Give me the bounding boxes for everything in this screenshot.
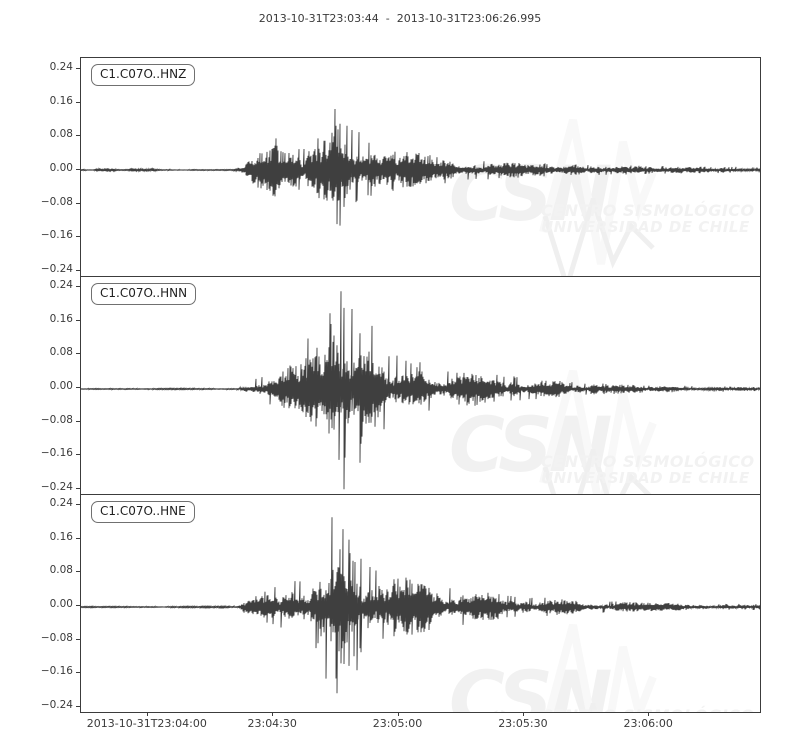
trace-id-label: C1.C07O..HNE [91,501,195,523]
x-tick-label: 23:05:30 [498,717,548,730]
y-tick-label: 0.24 [49,61,73,73]
y-tick-label: −0.08 [40,414,73,426]
y-tick-label: 0.16 [49,531,73,543]
x-tick-label: 23:04:30 [247,717,297,730]
y-tick-mark [76,672,80,673]
y-tick-mark [76,605,80,606]
y-tick-label: 0.08 [49,128,73,140]
x-tick-mark [272,712,274,716]
y-tick-mark [76,286,80,287]
y-tick-label: −0.24 [40,263,73,275]
y-tick-label: 0.08 [49,564,73,576]
x-tick-label: 23:06:00 [623,717,673,730]
y-tick-mark [76,135,80,136]
y-tick-mark [76,320,80,321]
y-tick-label: 0.00 [49,598,73,610]
y-tick-label: 0.16 [49,95,73,107]
y-tick-mark [76,387,80,388]
y-tick-mark [76,353,80,354]
x-tick-mark [522,712,524,716]
y-tick-label: −0.16 [40,447,73,459]
y-tick-mark [76,454,80,455]
waveform-svg [81,108,760,226]
y-tick-label: 0.08 [49,346,73,358]
y-tick-mark [76,169,80,170]
y-tick-mark [76,571,80,572]
y-tick-label: −0.24 [40,481,73,493]
trace-id-label: C1.C07O..HNZ [91,64,196,86]
y-tick-mark [76,203,80,204]
y-tick-mark [76,236,80,237]
y-tick-mark [76,706,80,707]
y-tick-label: 0.24 [49,279,73,291]
y-tick-mark [76,68,80,69]
x-tick-mark [648,712,650,716]
x-tick-mark [146,712,148,716]
y-tick-label: −0.16 [40,229,73,241]
y-tick-mark [76,270,80,271]
y-tick-label: −0.08 [40,196,73,208]
y-tick-mark [76,102,80,103]
y-tick-label: −0.24 [40,699,73,711]
page-title: 2013-10-31T23:03:44 - 2013-10-31T23:06:2… [258,12,542,25]
y-tick-mark [76,504,80,505]
y-tick-label: 0.16 [49,313,73,325]
x-tick-label: 23:05:00 [372,717,423,730]
x-tick-label: 2013-10-31T23:04:00 [86,717,207,730]
trace-id-label: C1.C07O..HNN [91,283,197,305]
waveform-svg [81,291,760,490]
y-tick-label: 0.24 [49,497,73,509]
y-tick-mark [76,421,80,422]
y-tick-label: 0.00 [49,162,73,174]
y-tick-mark [76,538,80,539]
y-tick-mark [76,488,80,489]
y-tick-label: −0.08 [40,632,73,644]
y-tick-mark [76,639,80,640]
y-tick-label: 0.00 [49,380,73,392]
y-tick-label: −0.16 [40,665,73,677]
x-tick-mark [397,712,399,716]
waveform-svg [81,517,760,694]
